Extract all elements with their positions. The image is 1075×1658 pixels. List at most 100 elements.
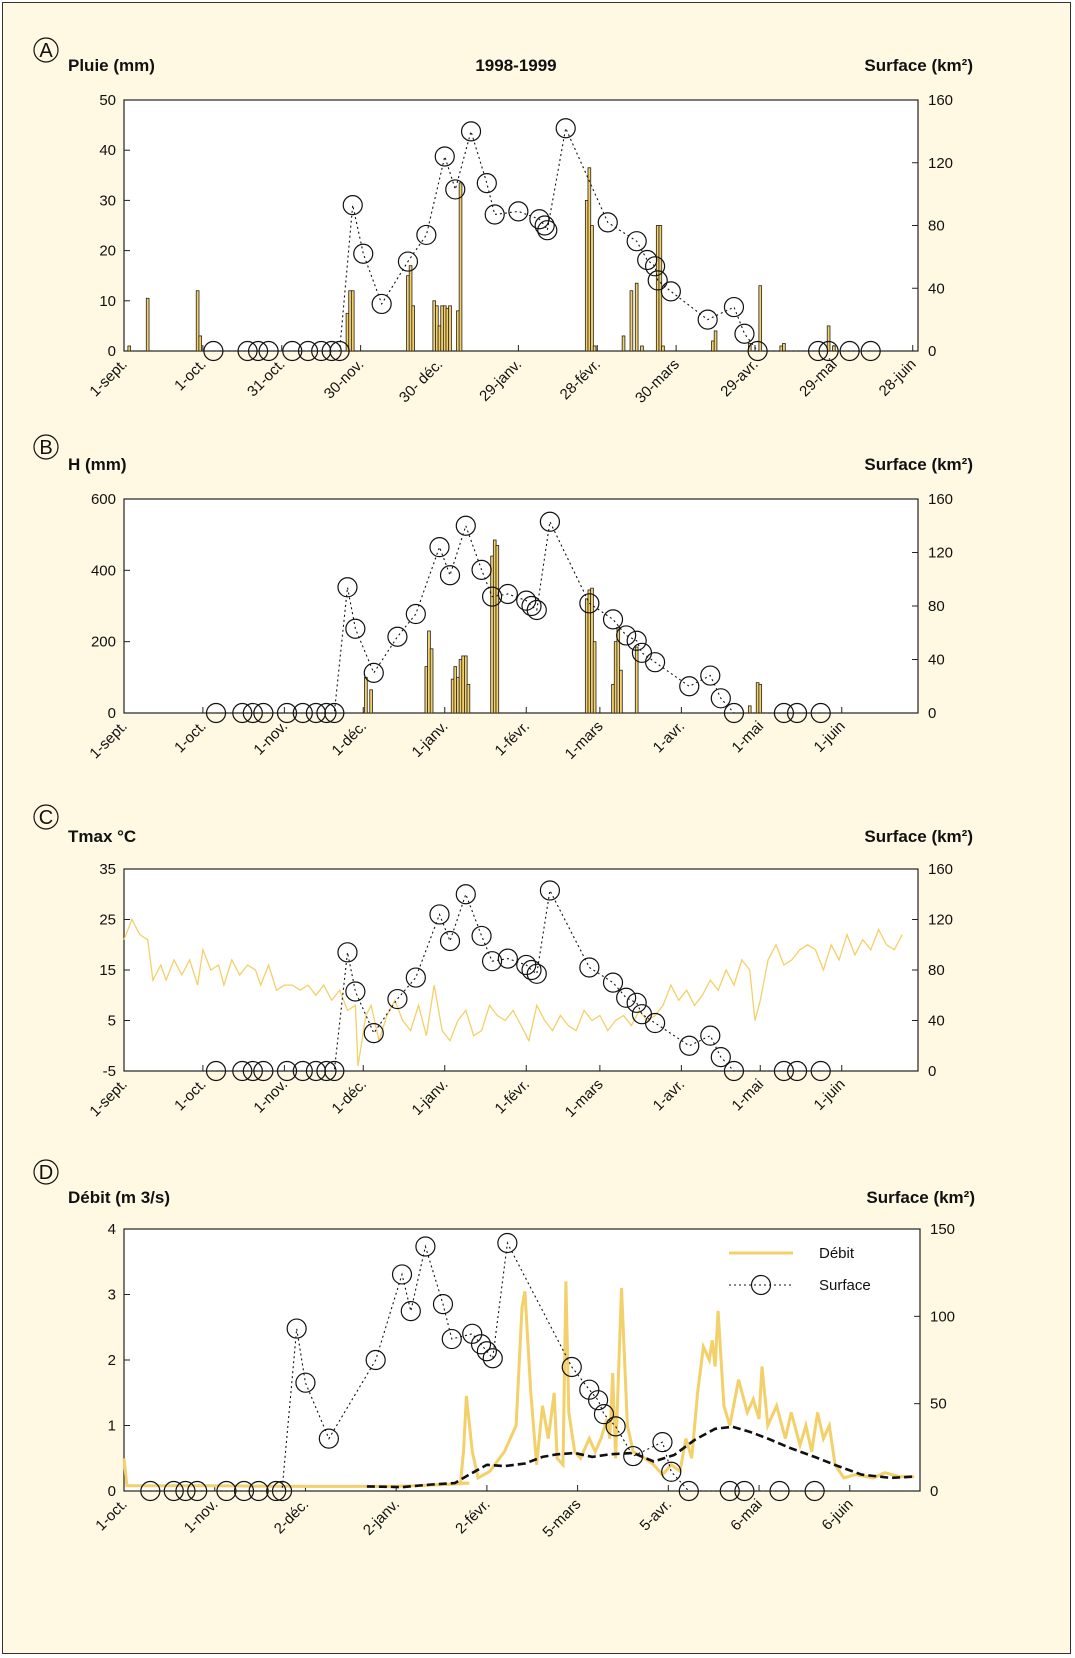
rain-bar xyxy=(713,330,718,352)
x-tick-label: 1-janv. xyxy=(409,718,452,761)
rain-bar xyxy=(350,290,355,352)
surface-marker xyxy=(497,948,518,969)
surface-marker xyxy=(626,992,647,1013)
x-tick-label: 1-oct. xyxy=(171,1076,210,1115)
panel-letter-circle xyxy=(33,37,59,63)
right-tick-label: 160 xyxy=(928,92,953,109)
x-tick-label: 29-mai xyxy=(796,356,840,400)
surface-marker xyxy=(769,1480,790,1502)
rain-bar xyxy=(634,282,639,352)
rain-bar xyxy=(832,345,836,352)
surface-marker xyxy=(660,281,681,302)
left-tick-label: 3 xyxy=(108,1287,116,1304)
x-tick-label: 30- déc. xyxy=(396,356,446,406)
surface-marker xyxy=(710,688,731,709)
rain-bar xyxy=(364,676,368,714)
rain-bar xyxy=(448,305,452,352)
left-tick-label: 15 xyxy=(99,962,116,979)
surface-marker xyxy=(719,1480,740,1502)
left-tick-label: 10 xyxy=(99,293,116,310)
x-tick-label: 2-févr. xyxy=(452,1496,493,1537)
surface-marker xyxy=(282,340,303,362)
left-tick-label: 1 xyxy=(108,1418,116,1435)
surface-line xyxy=(213,126,871,352)
surface-marker xyxy=(482,1348,503,1369)
rain-bar xyxy=(145,297,150,352)
surface-marker xyxy=(242,1060,263,1082)
surface-marker xyxy=(773,702,795,724)
surface-marker xyxy=(416,224,437,246)
surface-line xyxy=(150,1241,815,1492)
right-tick-label: 0 xyxy=(928,1063,936,1080)
x-tick-label: 1-févr. xyxy=(492,718,533,759)
surface-marker xyxy=(616,625,637,646)
left-tick-label: -5 xyxy=(103,1063,116,1080)
x-tick-label: 29-avr. xyxy=(717,356,761,400)
panel-C: C Tmax °C Surface (km²) -5 5 15 25 35 0 40 80 120 16… xyxy=(33,804,973,1121)
surface-marker xyxy=(602,972,624,993)
surface-marker xyxy=(397,251,419,272)
left-axis-label: H (mm) xyxy=(68,455,127,474)
surface-marker xyxy=(579,957,600,978)
surface-marker xyxy=(555,118,576,139)
surface-marker xyxy=(363,1023,384,1044)
surface-marker xyxy=(292,702,313,724)
right-tick-label: 40 xyxy=(928,1013,945,1030)
surface-marker xyxy=(371,293,392,315)
surface-marker xyxy=(232,702,253,724)
left-tick-label: 0 xyxy=(108,1483,116,1500)
left-tick-label: 50 xyxy=(99,92,116,109)
surface-marker xyxy=(415,1236,436,1257)
left-tick-label: 400 xyxy=(91,562,116,579)
x-tick-label: 1-juin xyxy=(811,718,849,756)
surface-marker xyxy=(747,340,768,362)
surface-marker xyxy=(318,1428,339,1449)
left-tick-label: 200 xyxy=(91,634,116,651)
surface-marker xyxy=(365,1349,386,1371)
surface-marker xyxy=(345,981,366,1002)
plot-area xyxy=(123,498,919,714)
surface-marker xyxy=(644,1012,666,1034)
right-tick-label: 160 xyxy=(928,861,953,878)
surface-marker xyxy=(286,1318,307,1339)
left-tick-label: 40 xyxy=(99,142,116,159)
surface-marker xyxy=(810,1060,831,1082)
surface-marker xyxy=(647,270,668,291)
rain-bar xyxy=(592,641,597,714)
x-tick-label: 29-janv. xyxy=(476,356,525,405)
x-tick-label: 28-juin xyxy=(876,356,920,400)
rain-bar xyxy=(495,544,500,714)
surface-marker xyxy=(316,1060,337,1082)
surface-marker xyxy=(626,630,647,651)
surface-marker xyxy=(697,309,718,330)
surface-marker xyxy=(439,565,461,586)
surface-marker xyxy=(786,702,808,724)
surface-marker xyxy=(242,702,263,724)
surface-marker xyxy=(652,1431,673,1453)
plot-area xyxy=(123,99,919,352)
surface-marker xyxy=(203,340,224,362)
left-tick-label: 20 xyxy=(99,243,116,260)
legend-surface-label: Surface xyxy=(819,1277,871,1294)
rain-bar xyxy=(411,305,415,352)
x-tick-label: 2-déc. xyxy=(271,1496,313,1538)
surface-marker xyxy=(292,1060,313,1082)
surface-marker xyxy=(626,231,647,252)
surface-marker xyxy=(537,220,558,241)
surface-marker xyxy=(387,626,408,647)
rain-bar xyxy=(195,290,200,352)
x-tick-label: 1-nov. xyxy=(250,718,291,759)
surface-marker xyxy=(445,179,466,200)
rain-bar xyxy=(826,325,831,352)
x-tick-label: 1-oct. xyxy=(171,356,210,395)
x-tick-label: 1-sept. xyxy=(86,718,130,762)
surface-marker xyxy=(818,340,839,362)
surface-marker xyxy=(432,1294,454,1315)
panel-letter-circle xyxy=(33,434,59,460)
rain-bar xyxy=(590,225,594,352)
x-tick-label: 5-avr. xyxy=(637,1496,676,1535)
right-tick-label: 160 xyxy=(928,491,953,508)
rain-bar xyxy=(458,182,463,352)
baseflow-line xyxy=(366,1425,915,1489)
